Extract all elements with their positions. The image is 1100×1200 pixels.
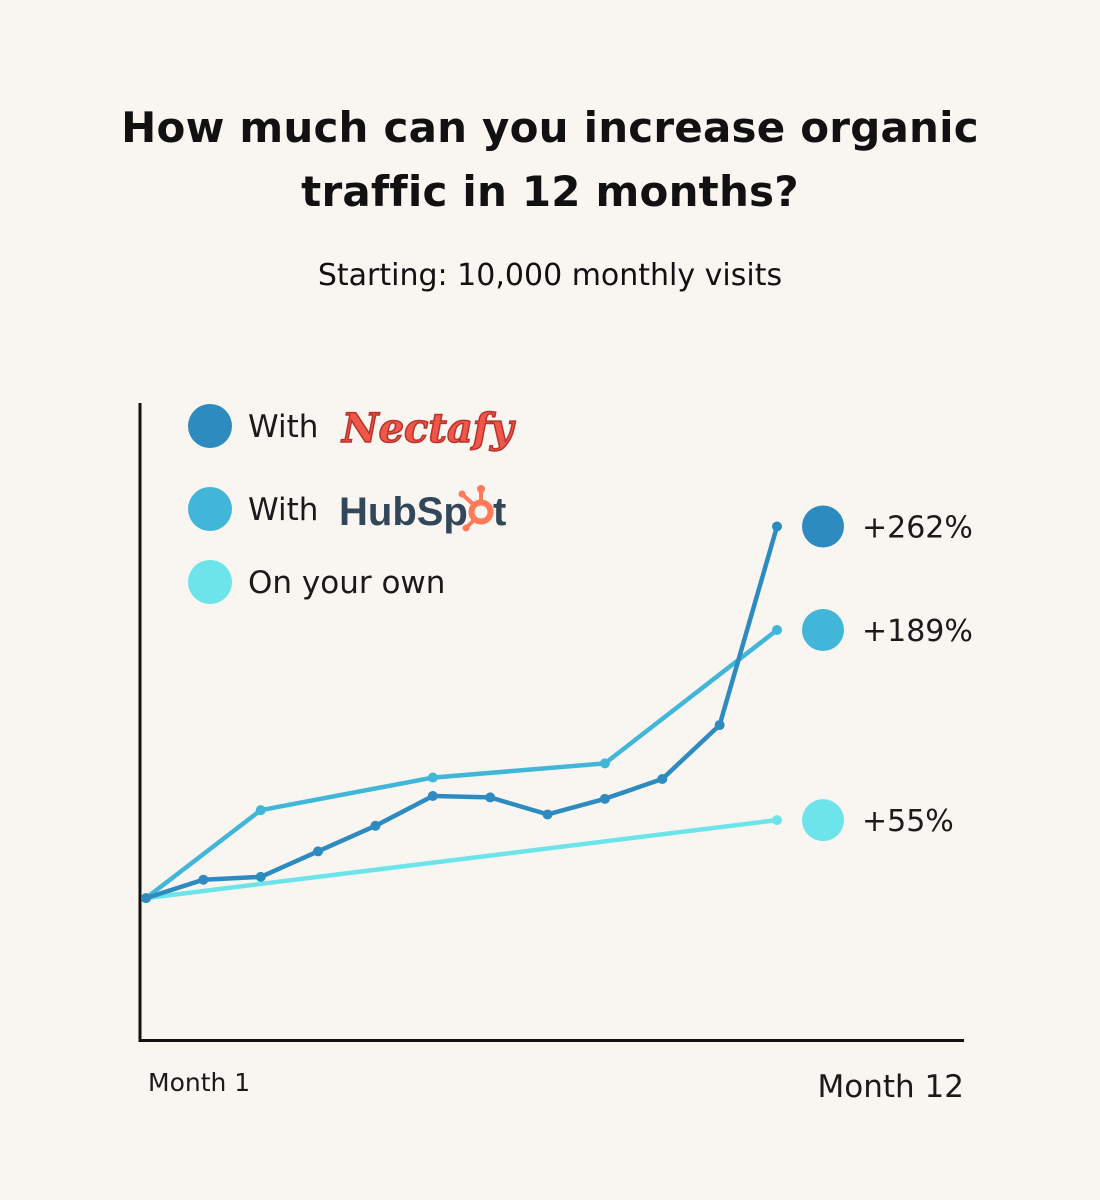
chart-title-line-1: How much can you increase organic (121, 103, 979, 152)
legend-marker-nectafy (188, 404, 232, 448)
end-label-nectafy: +262% (862, 510, 973, 545)
axes (138, 403, 964, 1042)
data-point-nectafy-11 (714, 720, 725, 731)
nectafy-logo: Nectafy (339, 404, 516, 453)
data-point-hubspot-6 (427, 772, 438, 783)
hubspot-logo: HubSp t (339, 485, 506, 534)
end-marker-own (802, 799, 844, 842)
data-point-nectafy-12 (772, 521, 782, 532)
data-point-nectafy-5 (370, 820, 381, 831)
legend-marker-own (188, 560, 232, 604)
data-point-nectafy-3 (255, 871, 266, 882)
end-label-hubspot: +189% (862, 614, 973, 649)
end-marker-hubspot (802, 609, 844, 652)
legend-item-nectafy: With Nectafy (188, 404, 517, 453)
end-label-own: +55% (862, 804, 954, 839)
hubspot-sprocket-icon (458, 485, 494, 532)
x-tick-label-month-1: Month 1 (148, 1068, 250, 1097)
data-point-nectafy-4 (313, 846, 324, 857)
legend-label-own: On your own (248, 565, 445, 601)
hubspot-logo-text-a: HubSp (339, 490, 468, 534)
series-line-own (143, 817, 780, 901)
data-point-nectafy-7 (485, 792, 496, 803)
data-point-hubspot-12 (772, 625, 782, 636)
data-point-nectafy-1 (141, 893, 151, 904)
series-hubspot: +189% (141, 609, 973, 904)
chart-subtitle: Starting: 10,000 monthly visits (317, 258, 783, 293)
legend-marker-hubspot (188, 487, 232, 531)
series-line-nectafy (143, 524, 780, 901)
data-point-nectafy-8 (542, 809, 553, 820)
data-point-nectafy-2 (198, 874, 209, 885)
chart-title: How much can you increase organic traffi… (0, 96, 1100, 224)
plot-area: +55% +189% +262% (141, 505, 973, 904)
series-nectafy: +262% (141, 505, 973, 904)
data-point-hubspot-3 (255, 805, 266, 816)
legend: With Nectafy With HubSp t (188, 404, 517, 604)
legend-item-hubspot: With HubSp t (188, 485, 506, 534)
data-point-nectafy-6 (427, 791, 438, 801)
data-point-nectafy-10 (657, 773, 668, 784)
data-point-nectafy-9 (599, 793, 610, 804)
hubspot-logo-text-b: t (493, 490, 506, 534)
legend-label-nectafy: With (248, 409, 318, 445)
legend-item-own: On your own (188, 560, 445, 604)
data-point-own-12 (772, 815, 782, 826)
legend-label-hubspot: With (248, 492, 318, 528)
chart-title-line-2: traffic in 12 months? (301, 167, 799, 216)
nectafy-logo-text: Nectafy (340, 405, 516, 452)
data-point-hubspot-9 (599, 758, 610, 769)
x-tick-label-month-12: Month 12 (818, 1069, 964, 1105)
end-marker-nectafy (802, 505, 844, 548)
